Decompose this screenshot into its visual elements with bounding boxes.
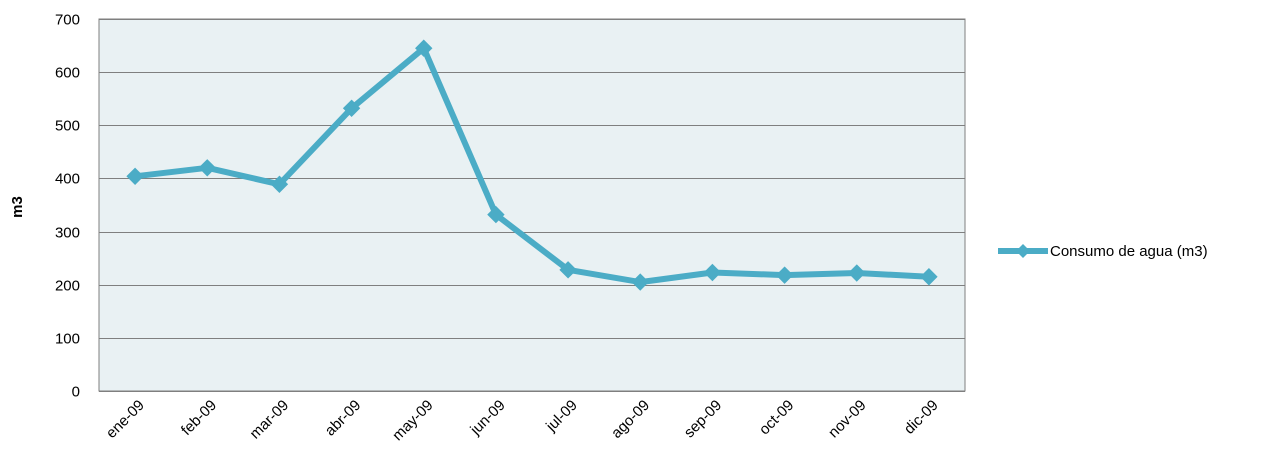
- y-tick-label: 300: [55, 225, 80, 242]
- data-point-marker: [198, 159, 216, 177]
- y-axis-tick-labels: 0 100 200 300 400 500 600 700: [55, 12, 80, 401]
- x-tick-label: mar-09: [247, 397, 293, 443]
- x-tick-label: jul-09: [542, 397, 581, 436]
- legend-label: Consumo de agua (m3): [1050, 243, 1208, 260]
- data-point-marker: [631, 273, 649, 291]
- y-axis-title: m3: [9, 196, 26, 218]
- x-tick-label: ago-09: [608, 397, 653, 442]
- x-axis-tick-labels: ene-09 feb-09 mar-09 abr-09 may-09 jun-09 jul-…: [103, 397, 942, 444]
- x-tick-label: jun-09: [467, 397, 509, 439]
- y-tick-label: 200: [55, 278, 80, 295]
- plot-area: [98, 18, 966, 392]
- x-tick-label: sep-09: [681, 397, 725, 441]
- x-tick-label: abr-09: [322, 397, 365, 440]
- data-point-marker: [848, 264, 866, 282]
- data-point-marker: [342, 99, 361, 117]
- data-point-marker: [775, 266, 794, 284]
- data-point-marker: [920, 268, 938, 286]
- data-point-marker: [559, 261, 577, 279]
- x-tick-label: dic-09: [901, 397, 942, 438]
- y-tick-label: 100: [55, 331, 80, 348]
- y-tick-label: 700: [55, 12, 80, 29]
- data-point-marker: [703, 263, 722, 282]
- y-tick-label: 0: [72, 384, 80, 401]
- x-tick-label: feb-09: [178, 397, 220, 439]
- x-tick-label: oct-09: [756, 397, 798, 439]
- x-tick-label: may-09: [389, 397, 436, 444]
- legend: Consumo de agua (m3): [998, 243, 1208, 260]
- data-point-marker: [487, 205, 505, 224]
- series-layer: [126, 39, 938, 291]
- series-line: [132, 45, 932, 286]
- y-tick-label: 400: [55, 171, 80, 188]
- data-point-marker: [415, 39, 433, 57]
- data-point-marker: [270, 175, 289, 193]
- y-tick-label: 600: [55, 65, 80, 82]
- legend-marker-swatch: [1016, 244, 1030, 258]
- x-tick-label: nov-09: [825, 397, 869, 441]
- data-point-marker: [126, 167, 144, 186]
- x-tick-label: ene-09: [103, 397, 148, 442]
- y-tick-label: 500: [55, 118, 80, 135]
